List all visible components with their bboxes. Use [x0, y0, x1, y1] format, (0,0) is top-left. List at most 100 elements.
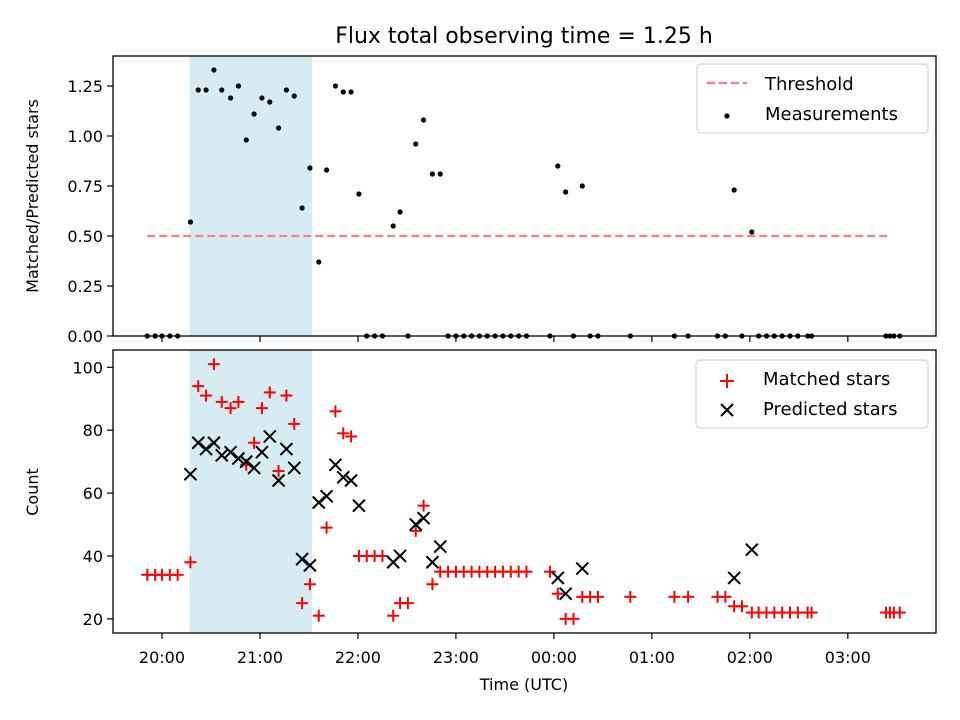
predicted-star-point — [255, 445, 269, 459]
x-tick-label: 22:00 — [335, 648, 381, 667]
legend-predicted-label: Predicted stars — [763, 399, 897, 420]
matched-star-point — [255, 402, 268, 415]
measurement-point — [243, 137, 249, 143]
y-tick-label: 1.00 — [67, 127, 103, 146]
x-tick-label: 20:00 — [139, 648, 185, 667]
predicted-star-point — [295, 552, 309, 566]
predicted-star-point — [183, 467, 198, 481]
measurement-point — [219, 87, 225, 93]
measurement-point — [275, 125, 282, 131]
predicted-star-point — [551, 571, 565, 585]
predicted-star-point — [409, 517, 423, 532]
predicted-star-point — [207, 436, 221, 450]
matched-star-point — [215, 395, 228, 408]
top-y-ticks: 0.00 0.25 0.50 0.75 1.00 1.25 — [67, 77, 113, 346]
y-tick-label: 20 — [83, 610, 103, 629]
legend-measurements-swatch — [724, 113, 730, 119]
matched-star-point — [567, 612, 580, 625]
top-panel: 0.00 0.25 0.50 0.75 1.00 1.25 Matched/Predict… — [23, 55, 937, 346]
measurement-point — [555, 163, 561, 169]
matched-star-point — [312, 609, 325, 622]
matched-star-point — [624, 590, 637, 603]
bottom-axes-frame — [112, 349, 937, 634]
bottom-x-ticks: 20:00 21:00 22:00 23:00 00:00 01:00 02:00 03:00 — [139, 633, 871, 667]
measurement-point — [235, 83, 242, 89]
measurement-point — [203, 87, 209, 93]
measurement-point — [332, 83, 339, 89]
measurement-point — [267, 99, 273, 105]
matched-star-point — [263, 386, 276, 399]
measurement-point — [251, 111, 257, 117]
matched-star-point — [736, 600, 749, 613]
matched-star-point — [337, 427, 350, 440]
y-tick-label: 60 — [83, 484, 103, 503]
matched-star-point — [320, 521, 333, 534]
matched-star-point — [805, 606, 818, 619]
measurement-point — [563, 189, 569, 195]
legend-predicted-swatch — [720, 403, 734, 417]
measurement-point — [316, 259, 322, 265]
y-tick-label: 0.25 — [67, 277, 103, 296]
predicted-star-point — [336, 470, 350, 485]
measurement-point — [429, 171, 436, 177]
measurement-point — [731, 187, 737, 193]
matched-star-point — [682, 590, 695, 603]
y-tick-label: 40 — [83, 547, 103, 566]
x-tick-label: 21:00 — [237, 648, 283, 667]
x-tick-label: 03:00 — [825, 648, 871, 667]
top-x-ticks — [161, 336, 849, 342]
matched-star-point — [248, 436, 261, 449]
predicted-star-point — [352, 498, 366, 513]
matched-star-point — [200, 389, 213, 402]
predicted-star-point — [263, 429, 277, 444]
x-axis-label: Time (UTC) — [479, 675, 568, 694]
predicted-star-point — [191, 436, 205, 450]
y-tick-label: 100 — [72, 358, 103, 377]
matched-star-point — [288, 417, 301, 430]
bottom-panel: 20 40 60 80 100 20:00 21:00 22:00 23:00 00:00 01:… — [23, 349, 937, 694]
y-tick-label: 80 — [83, 421, 103, 440]
matched-star-point — [303, 578, 316, 591]
measurement-point — [227, 95, 234, 101]
measurement-point — [299, 205, 305, 211]
matched-star-point — [329, 405, 342, 418]
measurement-point — [437, 171, 443, 177]
bottom-legend: Matched stars Predicted stars — [695, 359, 929, 429]
measurement-point — [307, 165, 313, 171]
predicted-star-point — [287, 461, 301, 475]
measurement-point — [749, 229, 755, 235]
predicted-star-point — [303, 558, 317, 573]
y-tick-label: 0.00 — [67, 327, 103, 346]
predicted-stars-series — [183, 429, 759, 601]
top-legend-box — [696, 63, 929, 134]
predicted-star-point — [247, 461, 261, 475]
predicted-star-point — [433, 539, 447, 554]
top-y-axis-label: Matched/Predicted stars — [23, 99, 42, 293]
measurement-point — [291, 93, 297, 99]
matched-star-point — [296, 597, 309, 610]
matched-star-point — [280, 389, 293, 402]
chart-title: Flux total observing time = 1.25 h — [335, 24, 713, 49]
legend-matched-swatch — [720, 374, 734, 388]
top-axes-frame — [112, 55, 937, 337]
predicted-star-point — [558, 586, 573, 601]
predicted-star-point — [215, 448, 229, 463]
bottom-shaded-span — [189, 350, 312, 633]
measurement-point — [420, 117, 427, 123]
measurement-point — [356, 191, 362, 197]
measurement-point — [195, 87, 201, 93]
top-legend: Threshold Measurements — [696, 63, 929, 134]
legend-matched-label: Matched stars — [763, 369, 890, 390]
y-tick-label: 1.25 — [67, 77, 103, 96]
x-tick-label: 00:00 — [531, 648, 577, 667]
predicted-star-point — [239, 454, 253, 469]
predicted-star-point — [223, 445, 238, 459]
matched-star-point — [426, 578, 439, 591]
matched-star-point — [224, 402, 237, 415]
measurement-point — [259, 95, 265, 101]
bottom-y-axis-label: Count — [23, 468, 42, 516]
matched-star-point — [591, 590, 604, 603]
matched-star-point — [207, 358, 220, 371]
matched-star-point — [376, 549, 389, 562]
bottom-legend-box — [695, 359, 929, 429]
